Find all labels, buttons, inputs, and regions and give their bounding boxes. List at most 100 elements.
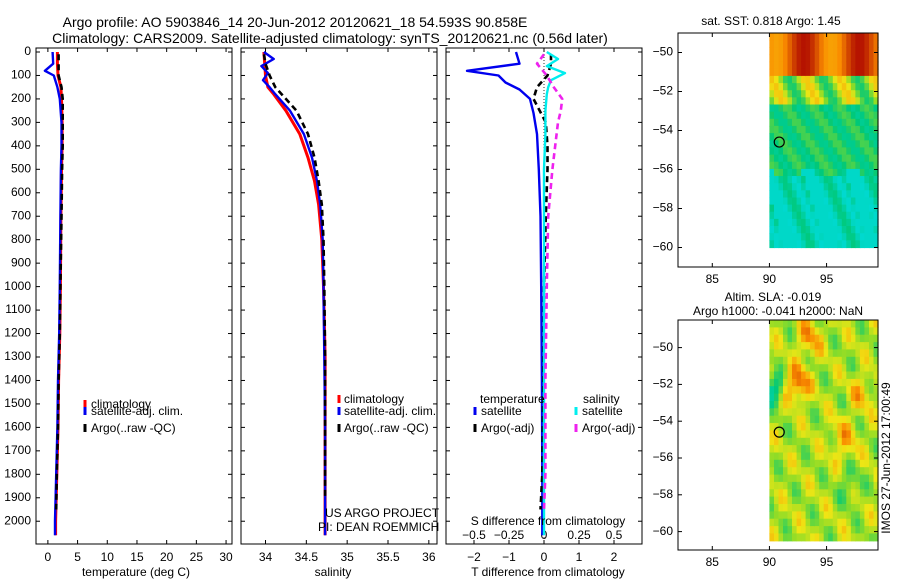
heatmap-cell: [855, 415, 861, 424]
heatmap-cell: [837, 408, 843, 417]
heatmap-cell: [783, 75, 789, 84]
heatmap-cell: [774, 445, 780, 454]
x-tick-label: 0: [541, 550, 548, 564]
heatmap-cell: [787, 327, 793, 336]
heatmap-cell: [832, 197, 838, 206]
heatmap-cell: [783, 83, 789, 91]
heatmap-cell: [769, 320, 775, 328]
heatmap-cell: [864, 197, 870, 206]
heatmap-cell: [864, 437, 870, 446]
heatmap-cell: [828, 437, 834, 446]
heatmap-cell: [810, 518, 816, 527]
heatmap-cell: [864, 211, 870, 220]
heatmap-cell: [792, 356, 798, 365]
heatmap-cell: [814, 474, 820, 483]
heatmap-cell: [855, 496, 861, 505]
heatmap-cell: [869, 342, 875, 351]
heatmap-cell: [850, 349, 856, 358]
heatmap-cell: [850, 504, 856, 512]
heatmap-cell: [832, 378, 838, 387]
heatmap-cell: [783, 342, 789, 351]
heatmap-cell: [792, 386, 798, 395]
difference-series: [465, 50, 567, 536]
heatmap-cell: [837, 54, 843, 63]
heatmap-cell: [823, 349, 829, 358]
heatmap-cell: [814, 54, 820, 63]
heatmap-cell: [859, 125, 865, 134]
heatmap-cell: [805, 61, 811, 70]
heatmap-cell: [873, 197, 879, 206]
heatmap-cell: [792, 393, 798, 402]
heatmap-cell: [850, 386, 856, 395]
heatmap-cell: [859, 183, 865, 191]
heatmap-cell: [783, 111, 789, 120]
salinity-legend: climatology satellite-adj. clim. Argo(..…: [337, 392, 436, 435]
heatmap-cell: [783, 511, 789, 520]
heatmap-cell: [832, 211, 838, 220]
heatmap-cell: [787, 504, 793, 512]
heatmap-cell: [787, 147, 793, 156]
heatmap-cell: [855, 168, 861, 177]
heatmap-cell: [869, 168, 875, 177]
x-tick-label: 30: [219, 550, 233, 564]
heatmap-cell: [778, 97, 784, 106]
heatmap-cell: [846, 452, 852, 461]
heatmap-cell: [859, 68, 865, 77]
heatmap-cell: [873, 364, 879, 373]
heatmap-cell: [832, 504, 838, 512]
heatmap-cell: [801, 349, 807, 358]
heatmap-cell: [814, 496, 820, 505]
heatmap-cell: [873, 430, 879, 439]
heatmap-cell: [828, 90, 834, 98]
heatmap-cell: [783, 54, 789, 63]
heatmap-cell: [769, 240, 775, 249]
heatmap-cell: [769, 401, 775, 409]
heatmap-cell: [814, 533, 820, 542]
heatmap-cell: [814, 197, 820, 206]
heatmap-cell: [823, 533, 829, 542]
heatmap-cell: [814, 423, 820, 431]
heatmap-cell: [837, 168, 843, 177]
heatmap-cell: [864, 240, 870, 249]
heatmap-cell: [792, 533, 798, 542]
heatmap-cell: [787, 240, 793, 249]
heatmap-cell: [814, 161, 820, 170]
sla-map-panel: Altim. SLA: -0.019 Argo h1000: -0.041 h2…: [653, 290, 879, 569]
heatmap-cell: [796, 327, 802, 336]
heatmap-cell: [805, 481, 811, 490]
heatmap-cell: [850, 327, 856, 336]
heatmap-cell: [859, 489, 865, 498]
heatmap-cell: [819, 445, 825, 454]
heatmap-cell: [769, 459, 775, 468]
heatmap-cell: [864, 327, 870, 336]
heatmap-cell: [769, 371, 775, 380]
heatmap-cell: [832, 371, 838, 380]
heatmap-cell: [778, 90, 784, 98]
heatmap-cell: [774, 168, 780, 177]
heatmap-cell: [778, 118, 784, 127]
heatmap-cell: [823, 75, 829, 84]
heatmap-cell: [841, 504, 847, 512]
heatmap-cell: [792, 349, 798, 358]
heatmap-cell: [828, 401, 834, 409]
heatmap-cell: [823, 133, 829, 141]
heatmap-cell: [810, 190, 816, 199]
heatmap-cell: [841, 496, 847, 505]
heatmap-cell: [805, 342, 811, 351]
x-tick-label: 25: [190, 550, 204, 564]
heatmap-cell: [778, 140, 784, 149]
heatmap-cell: [837, 467, 843, 476]
heatmap-cell: [828, 467, 834, 476]
heatmap-cell: [819, 190, 825, 199]
depth-tick-label: 200: [11, 91, 31, 105]
heatmap-cell: [855, 233, 861, 241]
heatmap-cell: [796, 481, 802, 490]
heatmap-cell: [859, 378, 865, 387]
heatmap-cell: [792, 452, 798, 461]
x-tick-label: −1: [502, 550, 516, 564]
heatmap-cell: [778, 401, 784, 409]
heatmap-cell: [841, 356, 847, 365]
heatmap-cell: [850, 496, 856, 505]
legend-label-climatology: climatology: [91, 397, 151, 411]
heatmap-cell: [855, 452, 861, 461]
